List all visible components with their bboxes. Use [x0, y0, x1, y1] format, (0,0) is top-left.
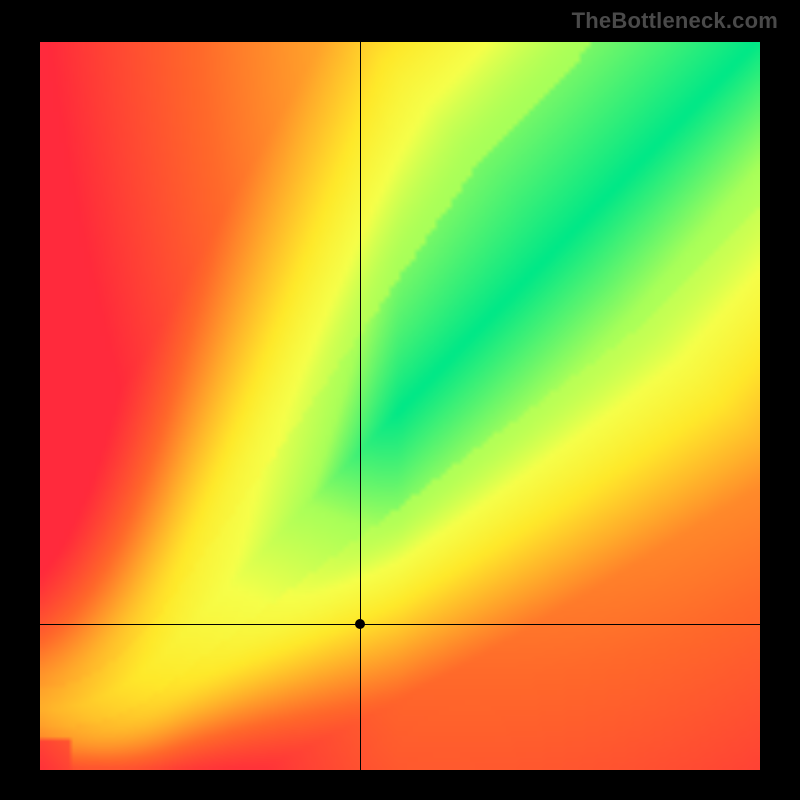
crosshair-vertical	[360, 42, 361, 770]
heatmap-canvas	[40, 42, 760, 770]
crosshair-horizontal	[40, 624, 760, 625]
watermark-text: TheBottleneck.com	[572, 8, 778, 34]
chart-container: { "watermark": { "text": "TheBottleneck.…	[0, 0, 800, 800]
